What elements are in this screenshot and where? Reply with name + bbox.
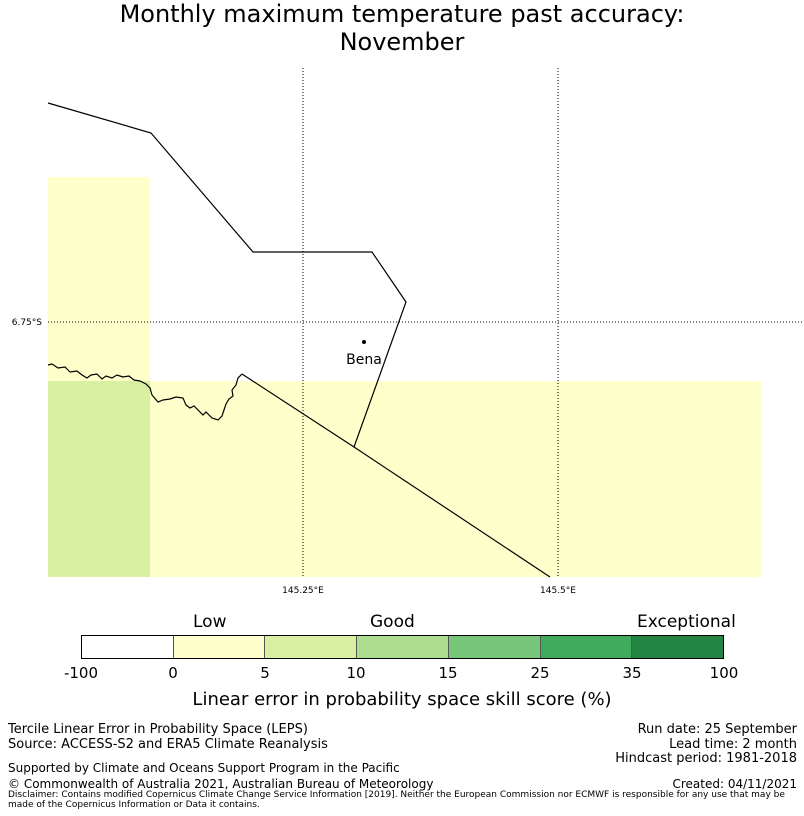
bena-label: Bena (346, 352, 382, 368)
colorbar-segment (540, 636, 633, 658)
lon-label-1: 145.25°E (282, 586, 324, 596)
cell-yellow-west-upper (48, 177, 150, 381)
footer-source: Source: ACCESS-S2 and ERA5 Climate Reana… (8, 737, 328, 752)
chart-title: Monthly maximum temperature past accurac… (0, 0, 804, 56)
created-date: Created: 04/11/2021 (672, 777, 797, 791)
category-low: Low (193, 612, 227, 632)
hindcast-period: Hindcast period: 1981-2018 (615, 751, 797, 766)
colorbar (81, 635, 724, 659)
colorbar-segment (173, 636, 266, 658)
bena-marker (362, 340, 366, 344)
colorbar-tick: -100 (63, 664, 99, 682)
province-boundary-south (241, 373, 551, 578)
map-panel: Bena 6.75°S 145.25°E 145.5°E (12, 68, 804, 596)
lat-label: 6.75°S (12, 318, 43, 328)
lon-label-2: 145.5°E (540, 586, 576, 596)
cell-green-west-lower (48, 381, 150, 577)
colorbar-tick: 25 (530, 664, 550, 682)
title-line-2: November (339, 28, 465, 56)
disclaimer: Disclaimer: Contains modified Copernicus… (8, 790, 785, 810)
colorbar-segment (632, 636, 724, 658)
title-line-1: Monthly maximum temperature past accurac… (119, 0, 685, 28)
colorbar-tick: 100 (709, 664, 739, 682)
colorbar-tick: 10 (346, 664, 366, 682)
colorbar-tick: 15 (438, 664, 458, 682)
colorbar-tick: 35 (622, 664, 642, 682)
province-boundary (47, 102, 407, 448)
colorbar-tick: 0 (168, 664, 178, 682)
colorbar-segment (448, 636, 541, 658)
footer-support: Supported by Climate and Oceans Support … (8, 761, 400, 775)
colorbar-segment (265, 636, 358, 658)
colorbar-segment (82, 636, 174, 658)
footer-method: Tercile Linear Error in Probability Spac… (8, 722, 308, 737)
category-exceptional: Exceptional (637, 612, 736, 632)
footer-copyright: © Commonwealth of Australia 2021, Austra… (8, 777, 434, 791)
colorbar-segment (357, 636, 449, 658)
colorbar-label: Linear error in probability space skill … (192, 689, 612, 710)
run-date: Run date: 25 September (637, 722, 797, 737)
category-good: Good (370, 612, 415, 632)
coastline (47, 363, 243, 421)
colorbar-tick: 5 (260, 664, 270, 682)
lead-time: Lead time: 2 month (669, 737, 797, 752)
cell-yellow-south (150, 381, 761, 577)
